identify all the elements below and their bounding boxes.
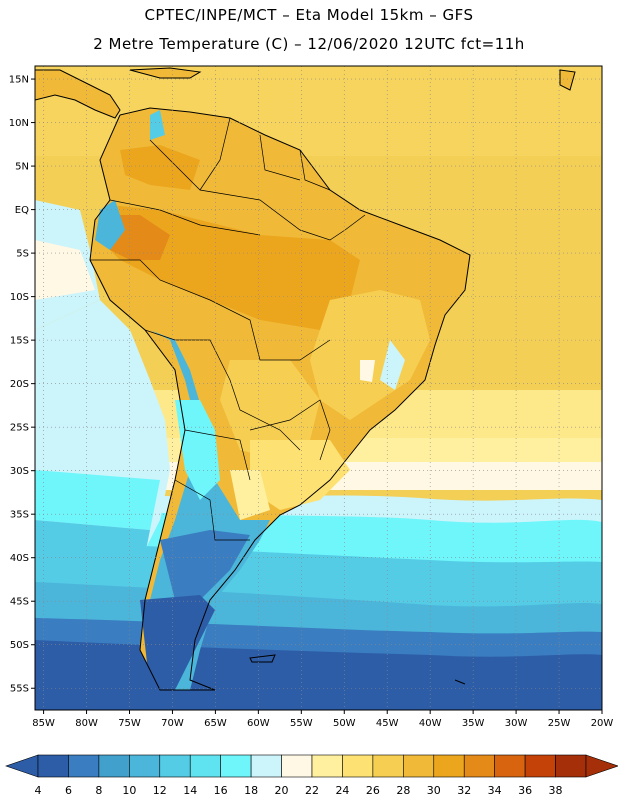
- colorbar-swatch: [555, 754, 587, 778]
- lat-label: 5N: [15, 162, 29, 173]
- colorbar-label: 38: [549, 784, 563, 797]
- lon-label: 30W: [505, 718, 528, 729]
- colorbar-swatch: [524, 754, 556, 778]
- colorbar-swatch: [372, 754, 404, 778]
- lon-label: 75W: [118, 718, 141, 729]
- colorbar-label: 34: [488, 784, 502, 797]
- colorbar-swatch: [433, 754, 465, 778]
- colorbar-swatch: [189, 754, 221, 778]
- lat-label: 15N: [9, 75, 29, 86]
- lat-label: 50S: [10, 640, 29, 651]
- lon-label: 70W: [161, 718, 184, 729]
- lat-label: 45S: [10, 597, 29, 608]
- lat-label: 30S: [10, 466, 29, 477]
- colorbar-label: 20: [275, 784, 289, 797]
- lon-label: 40W: [419, 718, 442, 729]
- colorbar-swatch: [98, 754, 130, 778]
- lon-label: 65W: [204, 718, 227, 729]
- colorbar-swatch: [494, 754, 526, 778]
- colorbar-swatch: [250, 754, 282, 778]
- lon-label: 55W: [290, 718, 313, 729]
- colorbar-swatch: [220, 754, 252, 778]
- colorbar-right-arrow: [585, 754, 618, 778]
- colorbar-swatch: [37, 754, 69, 778]
- temperature-colorbar: 4 6 8 10 12 14 16 18 20 22 24 26 28 30 32 34 36 38: [5, 754, 618, 797]
- colorbar-label: 18: [244, 784, 258, 797]
- colorbar-swatch: [159, 754, 191, 778]
- lat-label: 10S: [10, 292, 29, 303]
- lat-label: EQ: [15, 205, 29, 216]
- map-field: [35, 66, 602, 710]
- map-frame: [34, 65, 603, 711]
- lon-label: 85W: [32, 718, 55, 729]
- lon-label: 50W: [333, 718, 356, 729]
- lon-label: 25W: [548, 718, 571, 729]
- lat-label: 25S: [10, 423, 29, 434]
- colorbar-label: 16: [214, 784, 228, 797]
- colorbar-label: 30: [427, 784, 441, 797]
- colorbar-swatch: [342, 754, 374, 778]
- colorbar-label: 12: [153, 784, 167, 797]
- lon-label: 60W: [247, 718, 270, 729]
- colorbar-label: 14: [183, 784, 197, 797]
- colorbar-swatch: [463, 754, 495, 778]
- lat-label: 15S: [10, 336, 29, 347]
- colorbar-label: 6: [65, 784, 72, 797]
- colorbar-label: 32: [457, 784, 471, 797]
- colorbar-label: 22: [305, 784, 319, 797]
- lat-label: 10N: [9, 118, 29, 129]
- latitude-labels: 15N 10N 5N EQ 5S 10S 15S 20S 25S 30S 35S 40S 45S 50S 5…: [9, 75, 35, 695]
- colorbar-label: 10: [122, 784, 136, 797]
- map-graticule: [35, 66, 602, 710]
- colorbar-label: 4: [35, 784, 42, 797]
- lat-label: 20S: [10, 379, 29, 390]
- colorbar-label: 24: [335, 784, 349, 797]
- lon-label: 80W: [75, 718, 98, 729]
- colorbar-swatch: [281, 754, 313, 778]
- map-title-line1: CPTEC/INPE/MCT – Eta Model 15km – GFS: [144, 6, 474, 24]
- colorbar-left-arrow: [5, 754, 39, 778]
- colorbar-label: 36: [518, 784, 532, 797]
- colorbar-swatch: [129, 754, 161, 778]
- colorbar-label: 8: [95, 784, 102, 797]
- lon-label: 20W: [591, 718, 614, 729]
- lon-label: 45W: [376, 718, 399, 729]
- colorbar-swatch: [403, 754, 435, 778]
- colorbar-label: 26: [366, 784, 380, 797]
- lat-label: 5S: [16, 249, 29, 260]
- map-title-line2: 2 Metre Temperature (C) – 12/06/2020 12U…: [93, 35, 525, 53]
- lat-label: 35S: [10, 510, 29, 521]
- colorbar-swatch: [68, 754, 100, 778]
- colorbar-label: 28: [396, 784, 410, 797]
- lat-label: 55S: [10, 684, 29, 695]
- colorbar-swatch: [311, 754, 343, 778]
- longitude-labels: 85W 80W 75W 70W 65W 60W 55W 50W 45W 40W 35W 30W 25W 2…: [32, 710, 613, 729]
- lat-label: 40S: [10, 553, 29, 564]
- lon-label: 35W: [462, 718, 485, 729]
